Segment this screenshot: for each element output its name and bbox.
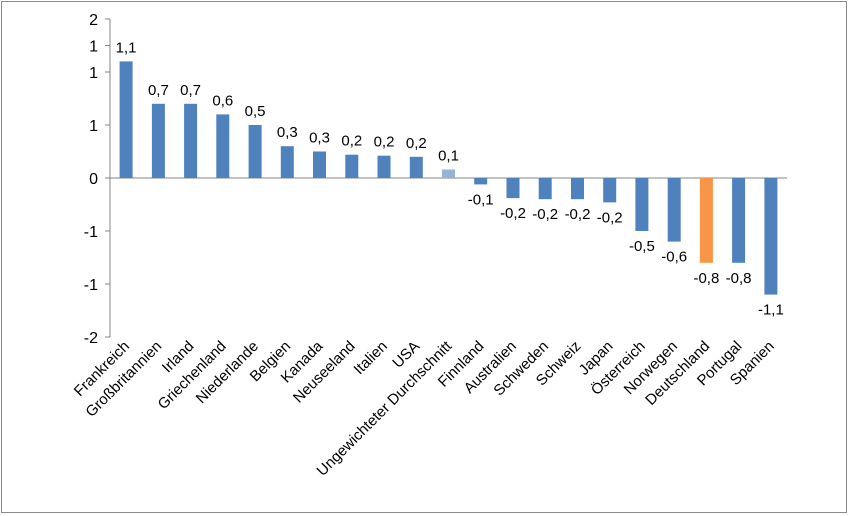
data-label: 0,2	[341, 133, 362, 150]
bar	[216, 114, 230, 178]
bar	[667, 178, 681, 242]
bar	[603, 178, 617, 203]
data-label: 0,6	[212, 92, 233, 109]
data-label: 0,2	[374, 134, 395, 151]
data-label: -0,8	[693, 270, 719, 287]
data-label: -0,6	[661, 249, 687, 266]
bar	[377, 155, 391, 178]
y-tick-labels: 2 1 1 1 0 -1 -1 -2	[84, 12, 98, 347]
data-label: 0,7	[180, 82, 201, 99]
y-tick-label: 0	[89, 171, 98, 188]
y-tick-label: -1	[84, 224, 98, 241]
bar	[345, 154, 359, 178]
y-tick-label: 1	[89, 39, 98, 56]
data-label: -0,2	[500, 205, 526, 222]
data-label: 1,1	[116, 39, 137, 56]
bars	[119, 61, 778, 295]
y-tick-label: 1	[89, 118, 98, 135]
data-label: -0,5	[629, 238, 655, 255]
data-label: -0,1	[468, 191, 494, 208]
data-label: -0,8	[726, 270, 752, 287]
bar	[699, 178, 713, 263]
data-label: 0,5	[245, 103, 266, 120]
bar	[474, 178, 488, 185]
bar	[151, 103, 165, 178]
data-label: -1,1	[758, 302, 784, 319]
y-tick-label: -1	[84, 277, 98, 294]
bar	[248, 125, 262, 178]
y-tick-label: -2	[84, 330, 98, 347]
bar	[184, 103, 198, 178]
data-labels: 1,1 0,7 0,7 0,6 0,5 0,3 0,3 0,2 0,2 0,2 0,1 -0,1 -0,…	[116, 39, 784, 318]
bar	[571, 178, 584, 200]
y-tick-label: 1	[89, 65, 98, 82]
bar	[280, 146, 294, 178]
bar	[119, 61, 133, 178]
data-label: 0,7	[148, 82, 169, 99]
bar	[409, 156, 423, 178]
bar	[538, 178, 552, 200]
data-label: -0,2	[597, 209, 623, 226]
bar	[764, 178, 778, 295]
data-label: -0,2	[532, 206, 558, 223]
bar	[635, 178, 649, 231]
data-label: 0,2	[406, 135, 427, 152]
bar	[732, 178, 746, 263]
data-label: 0,3	[277, 124, 298, 141]
x-tick-label: Italien	[351, 338, 391, 378]
data-label: 0,3	[309, 130, 330, 147]
x-tick-labels: FrankreichGroßbritannienIrlandGriechenla…	[71, 337, 778, 479]
bar	[506, 178, 520, 199]
data-label: -0,2	[565, 206, 591, 223]
y-tick-label: 2	[89, 12, 98, 29]
bar	[442, 169, 455, 178]
data-label: 0,1	[438, 148, 459, 165]
bar	[313, 151, 326, 178]
